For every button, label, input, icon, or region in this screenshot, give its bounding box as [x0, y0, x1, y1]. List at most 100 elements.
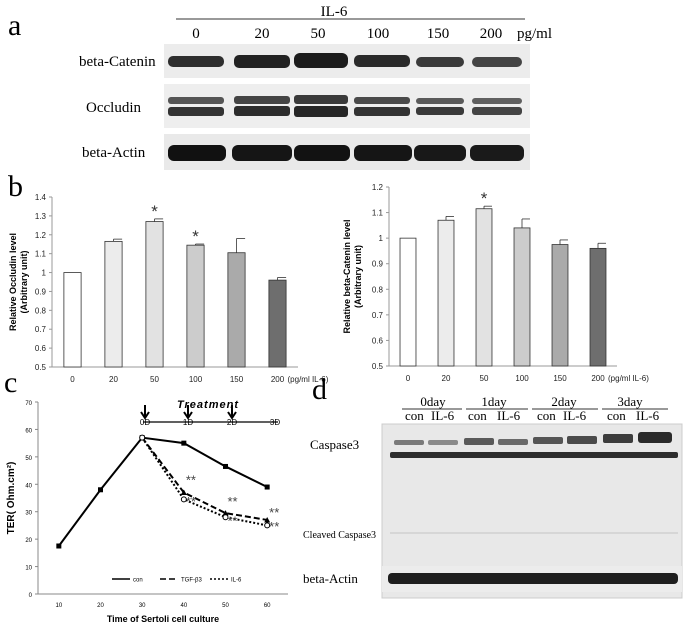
x-tick-label: 50: [150, 375, 159, 384]
bar: [268, 279, 287, 368]
arrow-down-icon: [140, 405, 150, 420]
day-header: 2day: [551, 394, 577, 409]
dose-unit: pg/ml: [517, 26, 552, 42]
y-tick-label: 0.6: [372, 336, 384, 345]
x-tick-label: 200: [271, 375, 285, 384]
dose-label: 0: [192, 26, 200, 42]
x-tick-label: 20: [442, 374, 451, 383]
y-tick-label: 1.4: [35, 193, 47, 202]
day-header: 1day: [481, 394, 507, 409]
y-tick-label: 0.5: [372, 362, 384, 371]
y-tick-label: 0.6: [35, 344, 47, 353]
y-axis-label: Relative Occludin level: [8, 233, 18, 331]
significance-mark: **: [228, 513, 238, 528]
panel-c-letter: c: [4, 366, 17, 399]
chart-occludin: 0.5 0.6 0.7 0.8 0.9 1 1.1 1.2 1.3 1.4 0 20 * 50 * 100 15…: [8, 193, 329, 384]
x-tick-label: 20: [97, 603, 104, 609]
y-tick-label: 1.3: [35, 212, 47, 221]
x-unit-label: (pg/ml IL-6): [608, 374, 649, 383]
bar: [437, 219, 455, 367]
y-tick-label: 1.2: [372, 183, 384, 192]
y-tick-label: 30: [25, 511, 32, 517]
x-tick-label: 100: [189, 375, 203, 384]
significance-mark: **: [228, 494, 238, 509]
significance-mark: **: [186, 472, 196, 487]
dose-label: 200: [480, 26, 503, 42]
x-tick-label: 150: [553, 374, 567, 383]
y-tick-label: 0.5: [35, 363, 47, 372]
x-tick-label: 0: [406, 374, 411, 383]
y-axis-label: (Arbitrary unit): [353, 245, 363, 308]
blot-beta-actin: [164, 134, 530, 170]
lane-label: con: [607, 408, 626, 423]
data-point: [222, 514, 229, 521]
lane-label: con: [405, 408, 424, 423]
legend-label: TGF-β3: [181, 578, 202, 584]
blot-beta-catenin: [164, 44, 530, 78]
lane-label: IL-6: [497, 408, 521, 423]
chart-beta-catenin: 0.5 0.6 0.7 0.8 0.9 1 1.1 1.2 0 20 * 50 100 150 200 (pg…: [342, 183, 649, 383]
y-tick-label: 20: [25, 538, 32, 544]
day-mark: 2D: [227, 418, 237, 427]
bar: [513, 227, 531, 367]
y-tick-label: 1: [42, 269, 47, 278]
day-header: 0day: [420, 394, 446, 409]
y-axis-label: TER( Ohm.cm²): [6, 462, 17, 535]
treatment-label: Treatment: [177, 399, 239, 411]
bar: [104, 240, 123, 368]
y-tick-label: 0: [29, 593, 33, 599]
y-tick-label: 1: [379, 234, 384, 243]
x-tick-label: 150: [230, 375, 244, 384]
y-tick-label: 10: [25, 566, 32, 572]
x-tick-label: 100: [515, 374, 529, 383]
significance-mark: **: [269, 505, 279, 520]
data-point: [139, 434, 146, 441]
data-point: [180, 496, 187, 503]
x-tick-label: 200: [591, 374, 605, 383]
bar: [63, 272, 82, 368]
bar: [399, 237, 417, 367]
x-tick-label: 40: [180, 603, 187, 609]
series-line: [141, 437, 268, 521]
y-tick-label: 0.9: [372, 260, 384, 269]
panel-d-letter: d: [312, 373, 327, 406]
blot-label-beta-catenin: beta-Catenin: [79, 54, 156, 70]
panel-a-letter: a: [8, 9, 21, 42]
treatment-annotation: Treatment 0D 1D 2D 3D: [140, 399, 280, 427]
bar: [589, 247, 607, 367]
dose-label: 20: [255, 26, 270, 42]
data-point: [98, 487, 103, 493]
day-mark: 3D: [270, 418, 280, 427]
y-tick-label: 1.1: [372, 209, 384, 218]
significance-mark: **: [269, 519, 279, 534]
significance-mark: *: [481, 189, 488, 208]
series-line: [58, 436, 268, 547]
y-tick-label: 0.8: [35, 306, 47, 315]
blot-label-beta-actin: beta-Actin: [82, 145, 146, 161]
y-tick-label: 60: [25, 428, 32, 434]
x-tick-label: 20: [109, 375, 118, 384]
bar: [551, 244, 569, 367]
y-tick-label: 1.2: [35, 231, 47, 240]
data-point: [181, 440, 187, 446]
blot-beta-actin-d: [382, 566, 682, 592]
x-tick-label: 50: [222, 603, 229, 609]
data-point: [222, 510, 229, 516]
x-tick-label: 10: [55, 603, 62, 609]
lane-label: con: [537, 408, 556, 423]
x-unit-label: (pg/ml IL-6): [288, 375, 329, 384]
y-axis-label: Relative beta-Catenin level: [342, 219, 352, 333]
y-tick-label: 0.7: [35, 325, 47, 334]
significance-mark: **: [186, 494, 196, 509]
y-axis-label: (Arbitrary unit): [19, 250, 29, 313]
blot-label-cleaved-caspase3: Cleaved Caspase3: [303, 530, 376, 541]
data-point: [264, 516, 271, 523]
y-tick-label: 50: [25, 456, 32, 462]
x-axis-label: Time of Sertoli cell culture: [107, 614, 219, 624]
lane-label: IL-6: [431, 408, 455, 423]
lane-label: IL-6: [636, 408, 660, 423]
significance-mark: *: [192, 227, 199, 246]
arrow-down-icon: [227, 405, 237, 420]
